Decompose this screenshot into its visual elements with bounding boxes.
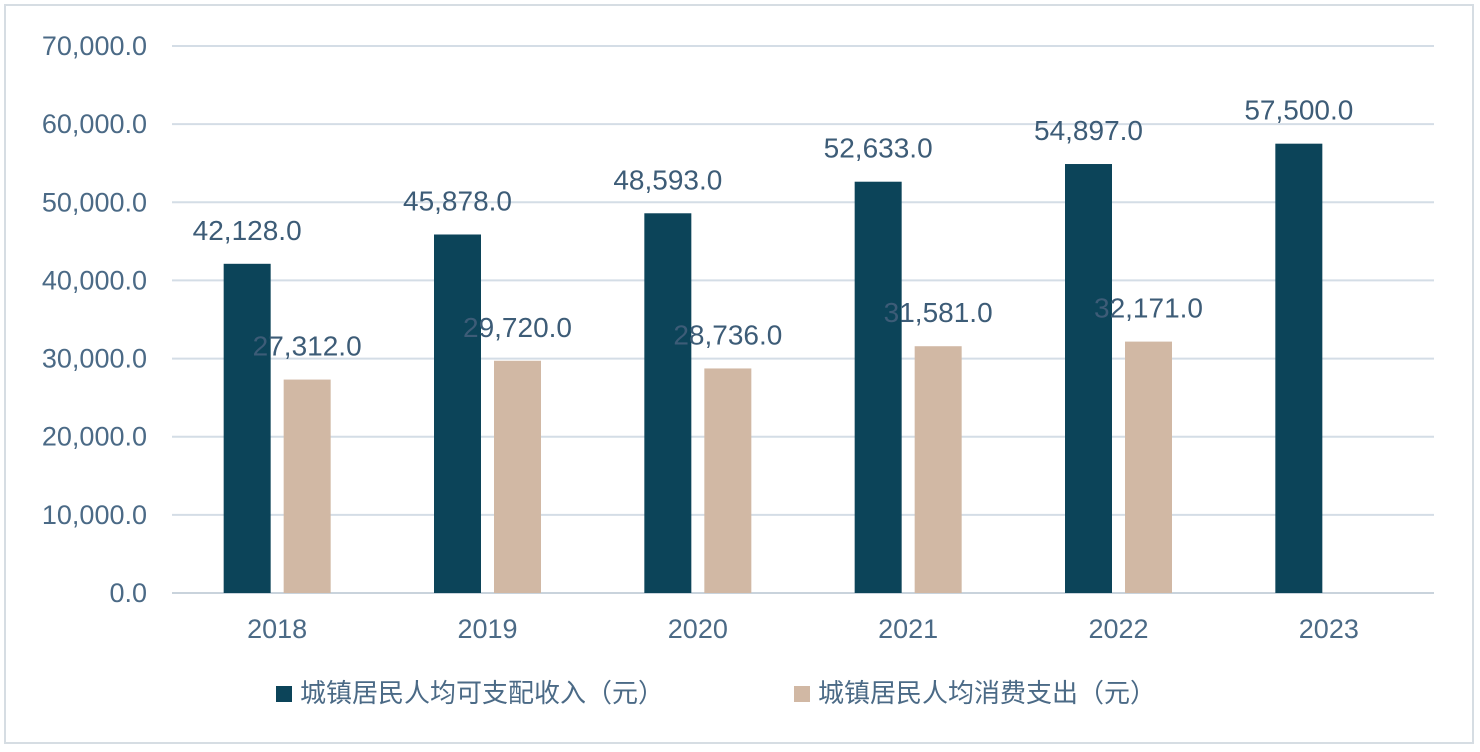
legend-label-income: 城镇居民人均可支配收入（元）: [300, 679, 664, 709]
bar-expense-2021: [914, 346, 962, 593]
bar-income-2022: [1065, 164, 1112, 593]
data-label: 48,593.0: [613, 164, 722, 195]
bar-expense-2019: [494, 360, 541, 593]
y-tick-label: 30,000.0: [42, 344, 147, 374]
bar-income-2018: [223, 263, 271, 593]
bar-income-2023: [1275, 143, 1323, 593]
data-label: 28,736.0: [673, 319, 782, 350]
data-label: 52,633.0: [824, 133, 933, 164]
legend-label-expense: 城镇居民人均消费支出（元）: [818, 679, 1156, 709]
data-label: 27,312.0: [253, 331, 362, 362]
bar-income-2019: [434, 234, 481, 593]
y-tick-label: 40,000.0: [42, 265, 147, 295]
data-label: 31,581.0: [884, 297, 993, 328]
data-label: 32,171.0: [1094, 293, 1203, 324]
data-label: 45,878.0: [403, 185, 512, 216]
y-tick-label: 50,000.0: [42, 187, 147, 217]
bar-expense-2022: [1125, 341, 1172, 593]
legend-swatch-income: [276, 686, 292, 702]
data-label: 54,897.0: [1034, 115, 1143, 146]
y-tick-label: 10,000.0: [42, 500, 147, 530]
bar-expense-2018: [283, 379, 331, 593]
bar-income-2021: [854, 181, 902, 593]
x-tick-label: 2023: [1299, 614, 1359, 644]
bar-income-2020: [644, 213, 692, 594]
legend-swatch-expense: [794, 686, 810, 702]
data-label: 42,128.0: [193, 215, 302, 246]
x-tick-label: 2021: [878, 614, 938, 644]
y-tick-label: 70,000.0: [42, 31, 147, 61]
x-tick-label: 2019: [457, 614, 517, 644]
data-label: 57,500.0: [1244, 95, 1353, 126]
data-label: 29,720.0: [463, 312, 572, 343]
x-tick-label: 2020: [668, 614, 728, 644]
x-tick-label: 2022: [1088, 614, 1148, 644]
bar-expense-2020: [704, 368, 752, 593]
y-tick-label: 20,000.0: [42, 422, 147, 452]
y-tick-label: 0.0: [109, 578, 147, 608]
y-tick-label: 60,000.0: [42, 109, 147, 139]
x-tick-label: 2018: [247, 614, 307, 644]
